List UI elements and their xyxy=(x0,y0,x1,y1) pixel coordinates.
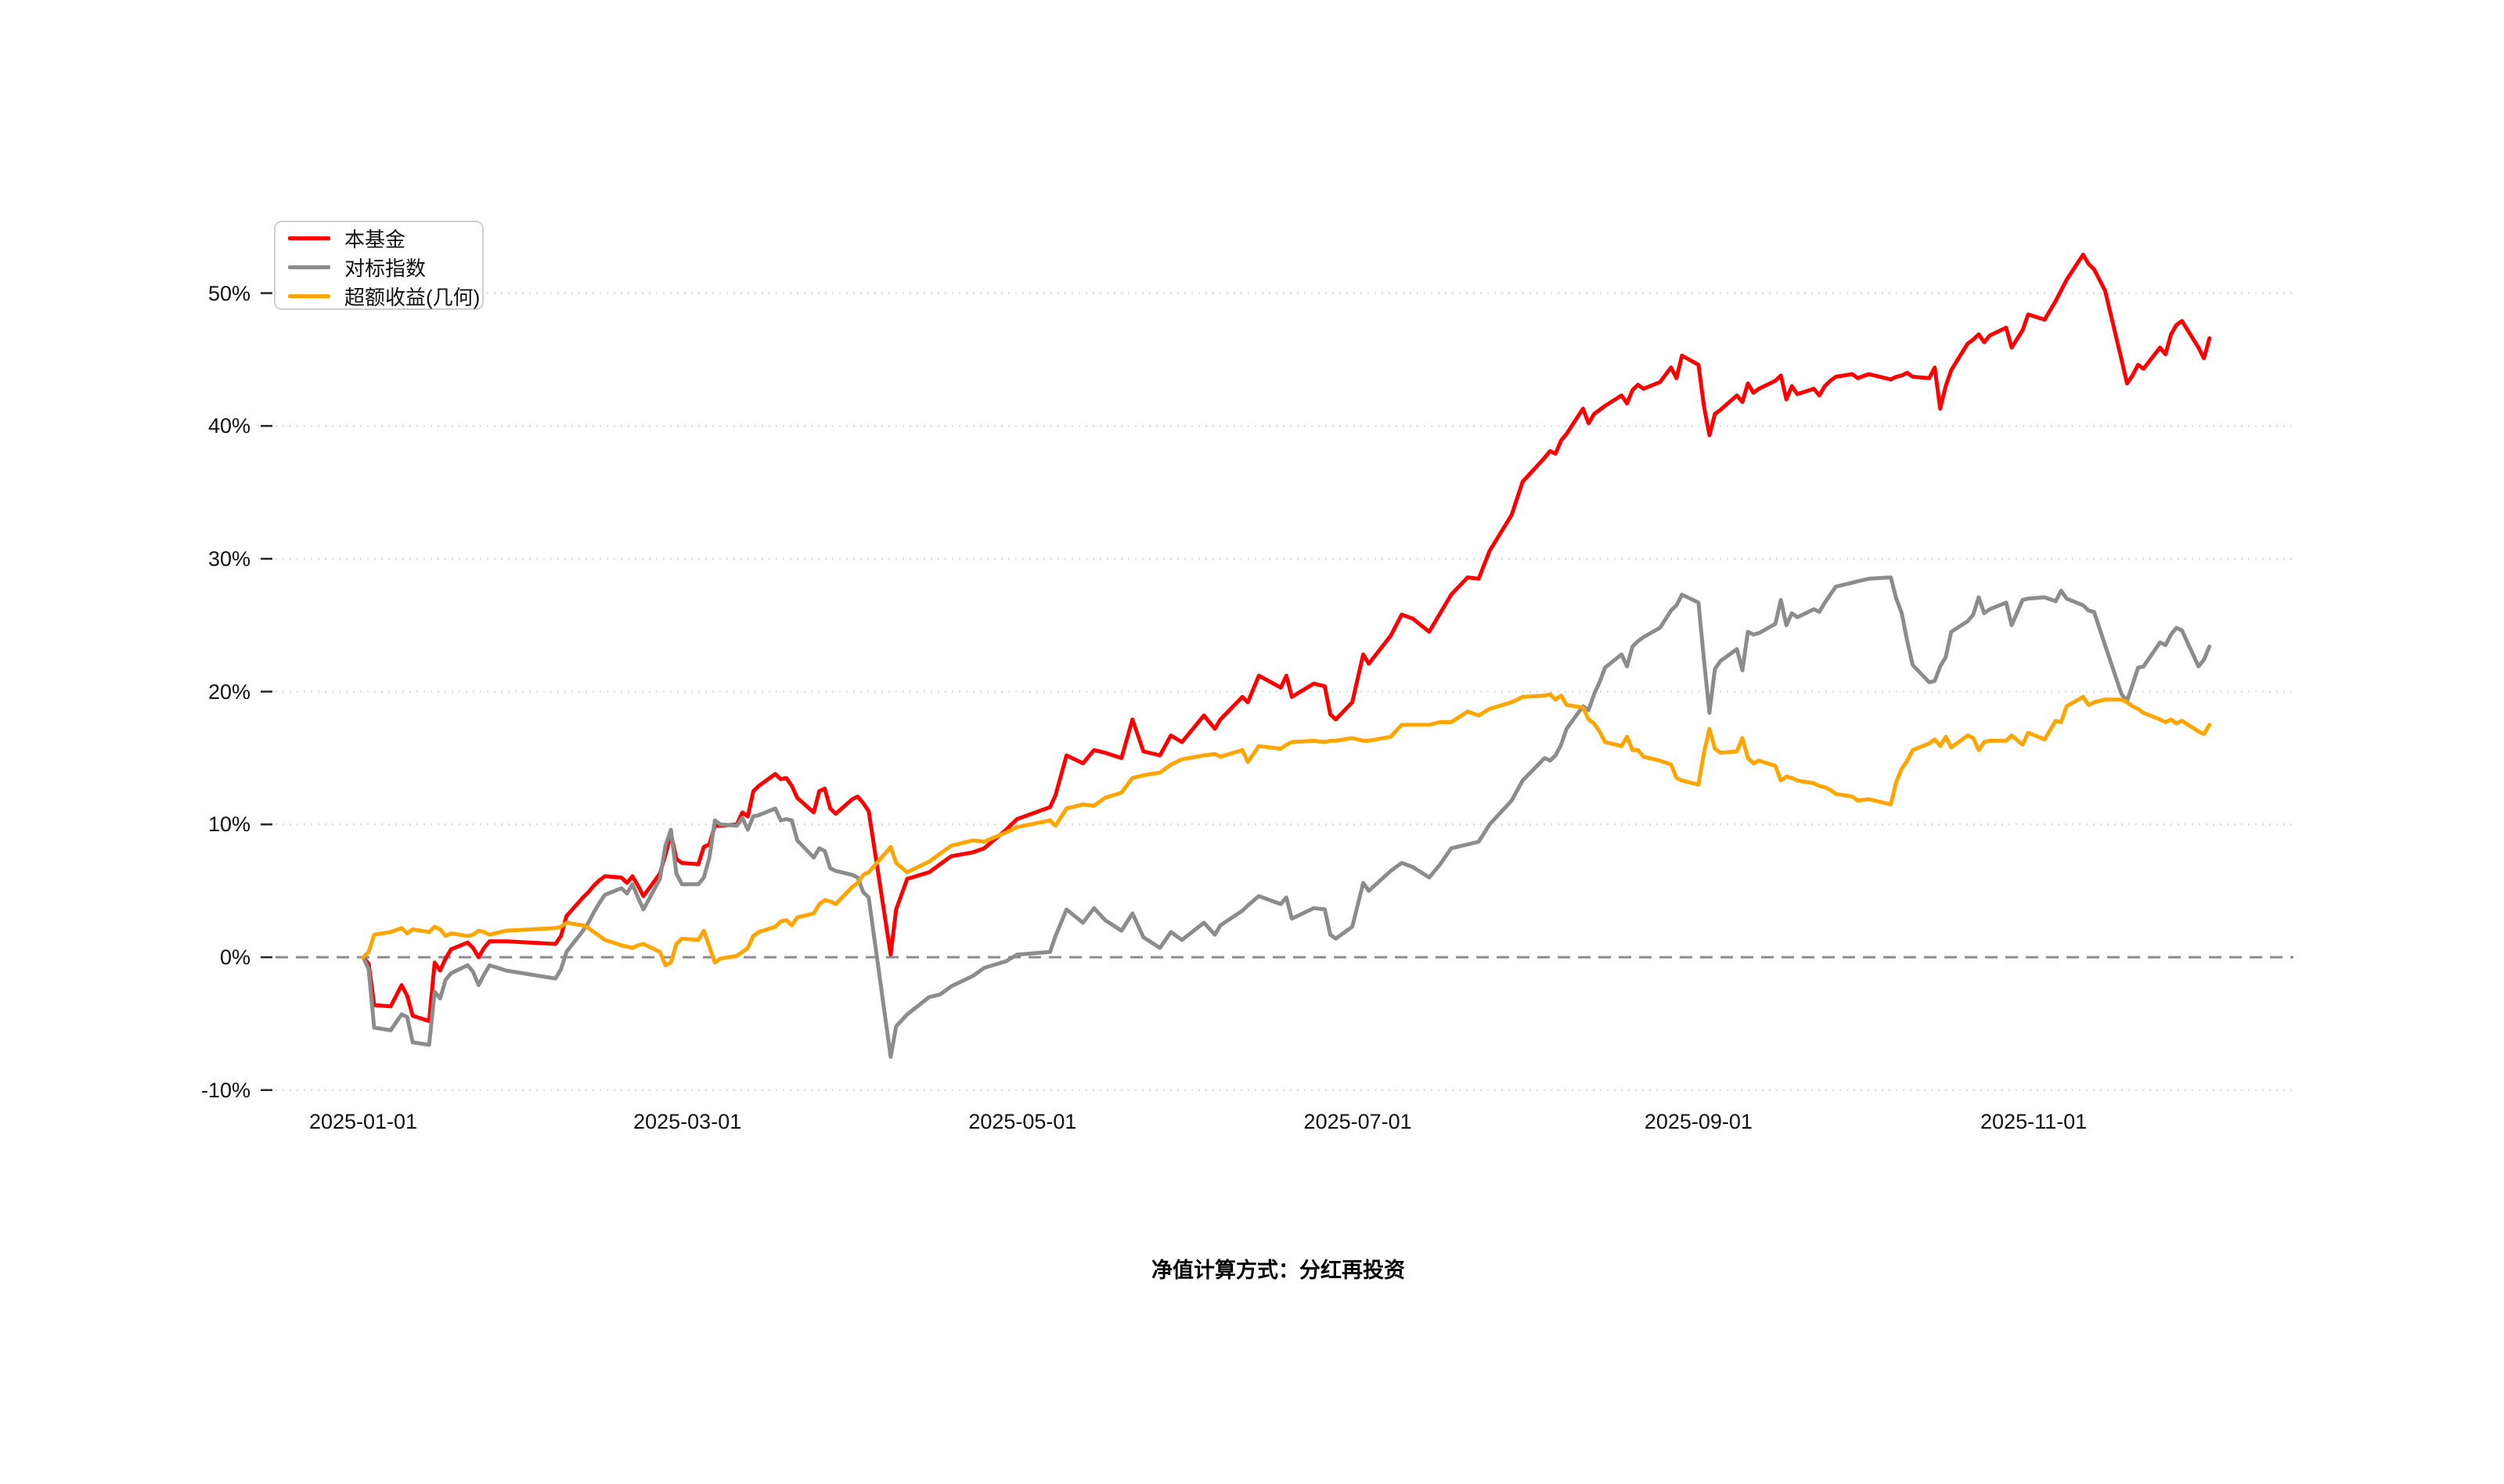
y-tick-label: 0% xyxy=(219,946,250,969)
x-tick-label: 2025-03-01 xyxy=(633,1110,742,1133)
legend-item-fund: 本基金 xyxy=(276,224,482,253)
y-tick-label: 20% xyxy=(207,679,250,704)
x-tick-label: 2025-05-01 xyxy=(968,1110,1077,1133)
fund-line-swatch xyxy=(288,236,330,240)
excess-line-swatch xyxy=(288,294,330,298)
legend-label-fund: 本基金 xyxy=(344,228,406,251)
x-tick-label: 2025-01-01 xyxy=(308,1110,418,1133)
benchmark-line-swatch xyxy=(288,265,330,269)
x-tick-label: 2025-11-01 xyxy=(1980,1110,2088,1133)
y-tick-label: 40% xyxy=(207,414,250,438)
legend-item-excess: 超额收益(几何) xyxy=(276,282,482,311)
benchmark-line xyxy=(361,575,2212,1059)
x-tick-label: 2025-07-01 xyxy=(1303,1110,1412,1133)
y-tick-label: -10% xyxy=(200,1078,250,1102)
legend: 本基金 对标指数 超额收益(几何) xyxy=(274,221,484,310)
legend-label-benchmark: 对标指数 xyxy=(344,257,427,280)
x-tick-label: 2025-09-01 xyxy=(1644,1110,1753,1133)
nav-calculation-note: 净值计算方式：分红再投资 xyxy=(1151,1259,1405,1282)
y-tick-label: 30% xyxy=(207,546,250,571)
y-tick-label: 10% xyxy=(207,812,250,837)
y-tick-label: 50% xyxy=(207,281,250,305)
legend-label-excess: 超额收益(几何) xyxy=(344,286,481,309)
excess-return-line xyxy=(361,692,2212,967)
legend-item-benchmark: 对标指数 xyxy=(276,253,482,282)
